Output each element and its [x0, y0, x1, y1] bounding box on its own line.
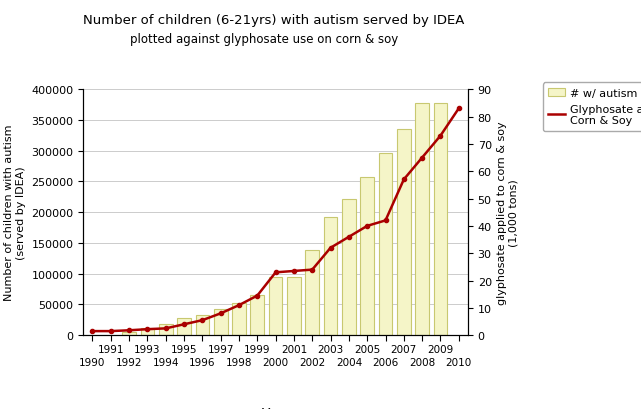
- Bar: [342, 199, 356, 335]
- Bar: [433, 103, 447, 335]
- Bar: [324, 218, 337, 335]
- Bar: [360, 178, 374, 335]
- Bar: [177, 318, 191, 335]
- X-axis label: Year: Year: [261, 406, 290, 409]
- Bar: [214, 310, 228, 335]
- Bar: [159, 324, 172, 335]
- Bar: [379, 154, 392, 335]
- Bar: [140, 328, 154, 335]
- Bar: [305, 251, 319, 335]
- Bar: [251, 295, 264, 335]
- Bar: [415, 103, 429, 335]
- Bar: [122, 332, 136, 335]
- Bar: [397, 130, 411, 335]
- Bar: [269, 278, 283, 335]
- Text: Number of children (6-21yrs) with autism served by IDEA: Number of children (6-21yrs) with autism…: [83, 14, 465, 27]
- Bar: [232, 303, 246, 335]
- Y-axis label: glyphosate applied to corn & soy
(1,000 tons): glyphosate applied to corn & soy (1,000 …: [497, 121, 519, 304]
- Legend: # w/ autism, Glyphosate applied to
Corn & Soy: # w/ autism, Glyphosate applied to Corn …: [543, 83, 641, 131]
- Bar: [196, 315, 209, 335]
- Bar: [287, 278, 301, 335]
- Text: plotted against glyphosate use on corn & soy: plotted against glyphosate use on corn &…: [115, 33, 399, 46]
- Y-axis label: Number of children with autism
(served by IDEA): Number of children with autism (served b…: [4, 125, 26, 301]
